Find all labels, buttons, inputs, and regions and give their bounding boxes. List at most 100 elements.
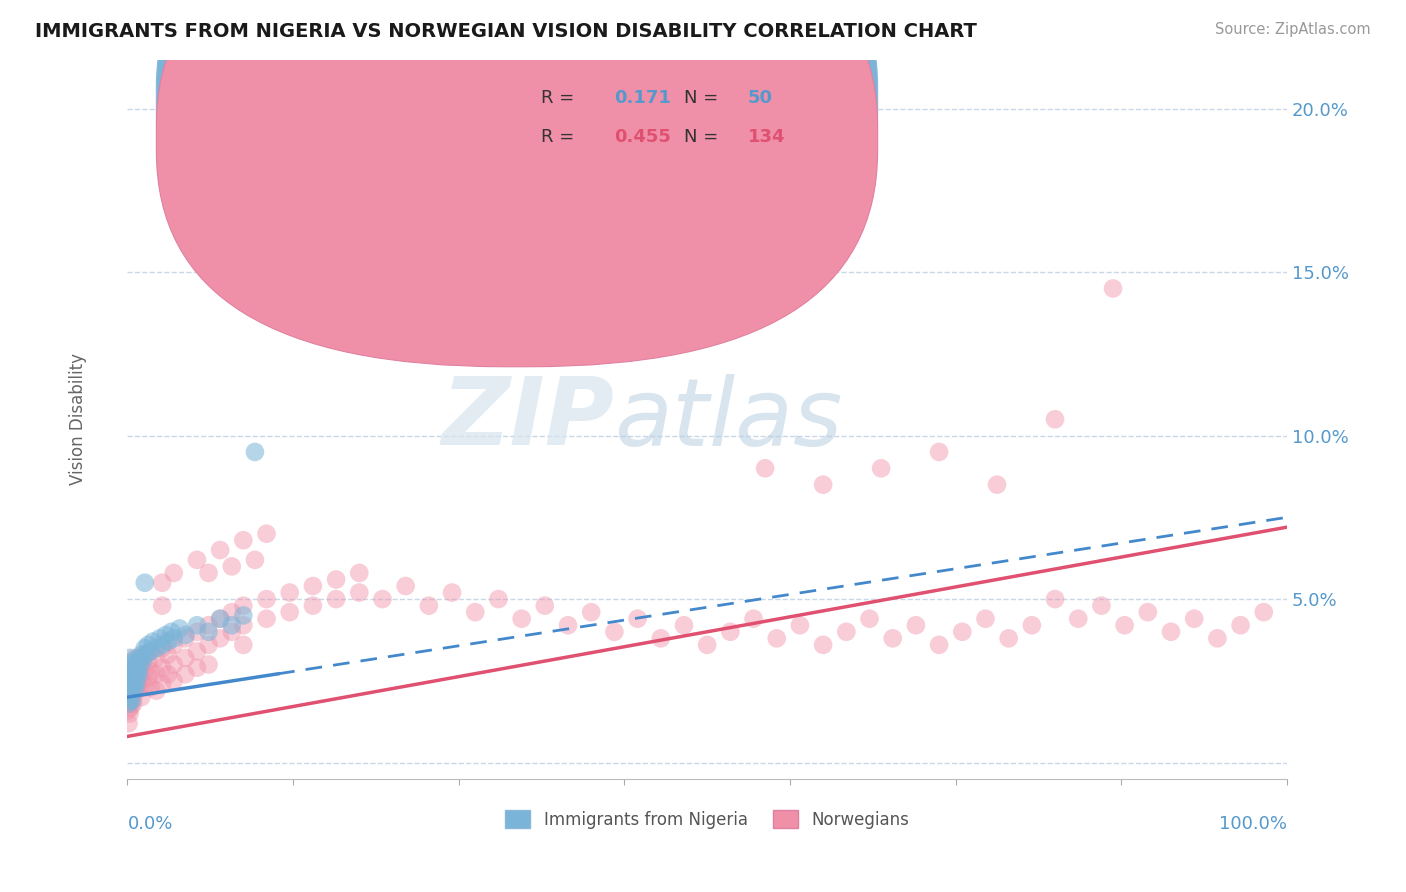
- Point: [118, 683, 141, 698]
- Point: [256, 612, 278, 626]
- Point: [789, 618, 811, 632]
- Point: [221, 618, 243, 632]
- Point: [232, 533, 254, 548]
- Point: [134, 681, 156, 695]
- Point: [221, 559, 243, 574]
- Point: [534, 599, 557, 613]
- Point: [134, 641, 156, 656]
- Point: [221, 624, 243, 639]
- Point: [974, 612, 997, 626]
- Point: [121, 681, 143, 695]
- Point: [232, 608, 254, 623]
- Point: [150, 677, 173, 691]
- Point: [1114, 618, 1136, 632]
- Point: [395, 579, 418, 593]
- Point: [120, 673, 142, 688]
- Point: [129, 673, 152, 688]
- Point: [122, 671, 145, 685]
- Point: [131, 654, 153, 668]
- Point: [603, 624, 626, 639]
- Point: [418, 599, 440, 613]
- Point: [122, 697, 145, 711]
- Point: [156, 648, 179, 662]
- Text: 0.0%: 0.0%: [128, 815, 173, 833]
- Point: [117, 690, 139, 705]
- Point: [302, 579, 325, 593]
- Point: [121, 664, 143, 678]
- FancyBboxPatch shape: [486, 74, 841, 164]
- Point: [626, 612, 648, 626]
- Point: [718, 624, 741, 639]
- Point: [118, 683, 141, 698]
- Point: [129, 690, 152, 705]
- Point: [197, 566, 219, 580]
- Point: [160, 624, 183, 639]
- Point: [986, 477, 1008, 491]
- Point: [145, 683, 167, 698]
- Point: [870, 461, 893, 475]
- Point: [1102, 281, 1125, 295]
- Point: [122, 683, 145, 698]
- Point: [124, 673, 146, 688]
- Point: [163, 638, 186, 652]
- Point: [1021, 618, 1043, 632]
- Point: [163, 657, 186, 672]
- Point: [128, 651, 150, 665]
- Point: [1253, 605, 1275, 619]
- Point: [765, 632, 787, 646]
- Point: [139, 644, 162, 658]
- Point: [186, 661, 208, 675]
- Point: [145, 667, 167, 681]
- Point: [371, 592, 394, 607]
- Point: [835, 624, 858, 639]
- Point: [811, 477, 834, 491]
- Point: [117, 690, 139, 705]
- Point: [197, 657, 219, 672]
- Point: [127, 677, 149, 691]
- Point: [129, 657, 152, 672]
- Point: [174, 632, 197, 646]
- Point: [124, 687, 146, 701]
- Point: [464, 605, 486, 619]
- Point: [125, 683, 148, 698]
- Point: [134, 648, 156, 662]
- Point: [858, 612, 880, 626]
- Point: [150, 638, 173, 652]
- Point: [278, 605, 301, 619]
- Point: [117, 677, 139, 691]
- Point: [128, 667, 150, 681]
- Point: [579, 605, 602, 619]
- Point: [174, 628, 197, 642]
- Point: [209, 612, 232, 626]
- Point: [117, 703, 139, 717]
- Point: [142, 634, 165, 648]
- Point: [950, 624, 973, 639]
- Point: [135, 648, 157, 662]
- Point: [186, 553, 208, 567]
- Point: [1067, 612, 1090, 626]
- Point: [120, 700, 142, 714]
- Point: [278, 585, 301, 599]
- Point: [136, 654, 159, 668]
- Point: [145, 651, 167, 665]
- Point: [510, 612, 533, 626]
- Point: [904, 618, 927, 632]
- Point: [441, 585, 464, 599]
- Point: [811, 638, 834, 652]
- Point: [118, 671, 141, 685]
- Point: [174, 651, 197, 665]
- Point: [882, 632, 904, 646]
- Point: [349, 566, 371, 580]
- Point: [134, 575, 156, 590]
- Point: [124, 667, 146, 681]
- Point: [120, 687, 142, 701]
- Point: [197, 618, 219, 632]
- Point: [197, 624, 219, 639]
- Point: [522, 200, 544, 214]
- Text: IMMIGRANTS FROM NIGERIA VS NORWEGIAN VISION DISABILITY CORRELATION CHART: IMMIGRANTS FROM NIGERIA VS NORWEGIAN VIS…: [35, 22, 977, 41]
- Point: [163, 632, 186, 646]
- Point: [124, 677, 146, 691]
- Point: [672, 618, 695, 632]
- Point: [139, 644, 162, 658]
- Point: [349, 585, 371, 599]
